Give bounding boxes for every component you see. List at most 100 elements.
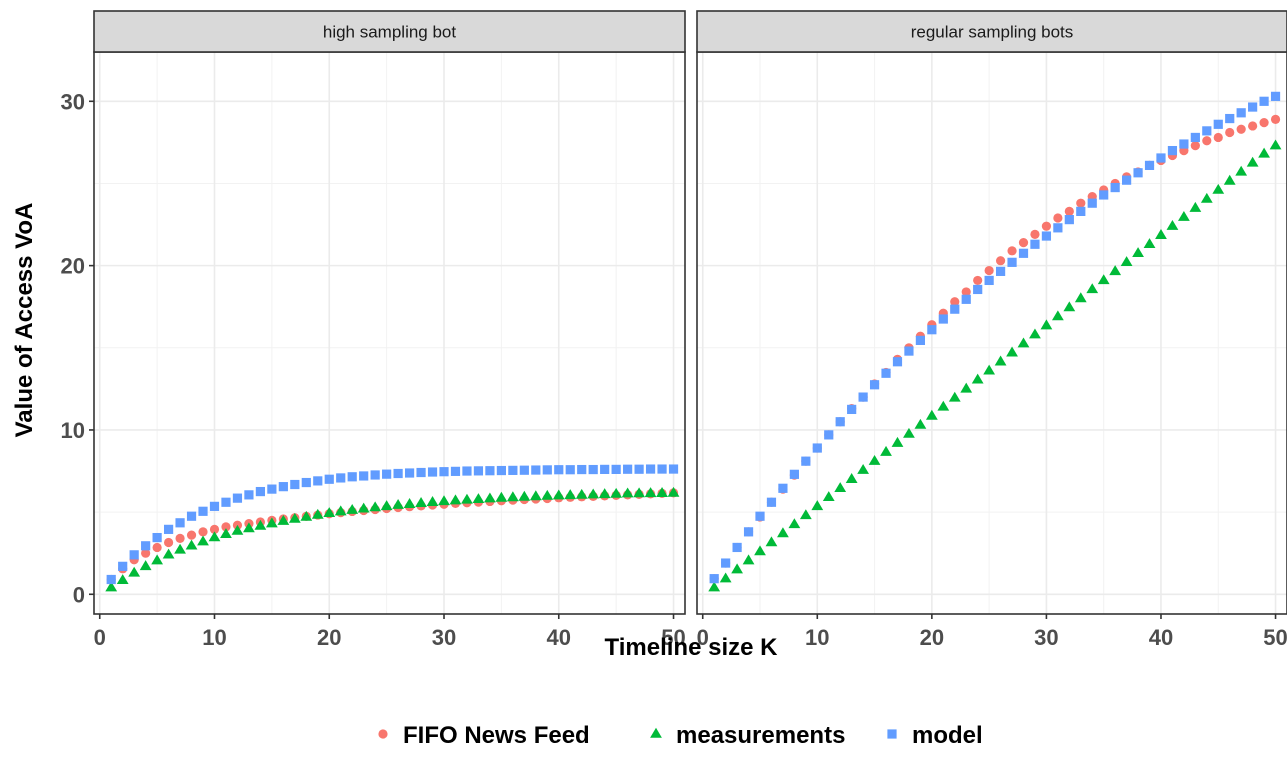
data-point bbox=[1223, 174, 1236, 185]
data-point bbox=[174, 543, 186, 554]
legend-key bbox=[887, 729, 897, 739]
data-point bbox=[755, 511, 765, 521]
data-point bbox=[1200, 192, 1213, 203]
data-point bbox=[633, 487, 645, 498]
data-point bbox=[139, 560, 152, 571]
data-point bbox=[529, 490, 542, 501]
data-point bbox=[185, 539, 198, 550]
data-point bbox=[209, 524, 220, 534]
data-point bbox=[1076, 198, 1086, 208]
data-point bbox=[1064, 206, 1074, 216]
data-point bbox=[323, 507, 336, 517]
data-point bbox=[708, 581, 721, 592]
data-point bbox=[1053, 223, 1063, 233]
x-tick-label: 30 bbox=[432, 625, 456, 650]
data-point bbox=[232, 493, 243, 503]
data-point bbox=[1246, 156, 1259, 167]
data-point bbox=[973, 284, 983, 295]
data-point bbox=[346, 503, 359, 514]
x-tick-label: 40 bbox=[1149, 625, 1173, 650]
data-point bbox=[766, 497, 777, 507]
data-point bbox=[278, 482, 288, 492]
data-point bbox=[439, 467, 449, 477]
data-point bbox=[1213, 119, 1223, 129]
data-point bbox=[1235, 165, 1248, 176]
data-point bbox=[777, 527, 789, 538]
data-point bbox=[336, 473, 346, 483]
data-point bbox=[301, 477, 311, 488]
data-point bbox=[508, 465, 518, 475]
data-point bbox=[789, 469, 799, 479]
data-point bbox=[960, 382, 973, 393]
data-point bbox=[644, 487, 657, 498]
legend-label: FIFO News Feed bbox=[403, 722, 590, 749]
data-point bbox=[255, 486, 265, 497]
data-point bbox=[254, 519, 267, 530]
data-point bbox=[496, 465, 506, 476]
data-point bbox=[552, 489, 565, 500]
data-point bbox=[518, 490, 531, 501]
data-point bbox=[891, 436, 904, 447]
data-point bbox=[1143, 238, 1156, 248]
data-point bbox=[709, 574, 719, 584]
data-point bbox=[152, 542, 162, 553]
data-point bbox=[495, 491, 508, 502]
data-point bbox=[392, 499, 404, 509]
legend-item-measurements: measurements bbox=[650, 722, 845, 749]
data-point bbox=[1041, 231, 1052, 241]
legend-label: measurements bbox=[676, 722, 845, 749]
data-point bbox=[984, 275, 994, 286]
data-point bbox=[564, 489, 577, 500]
data-point bbox=[1097, 274, 1110, 285]
data-point bbox=[742, 554, 755, 565]
data-point bbox=[106, 574, 116, 585]
data-point bbox=[472, 493, 485, 504]
legend-key bbox=[378, 729, 388, 739]
data-point bbox=[845, 473, 858, 483]
data-point bbox=[1212, 183, 1225, 194]
data-point bbox=[598, 488, 611, 499]
data-point bbox=[801, 456, 811, 466]
y-axis-title: Value of Access VoA bbox=[11, 203, 38, 438]
data-point bbox=[313, 476, 323, 486]
data-point bbox=[1120, 256, 1133, 267]
data-point bbox=[393, 468, 403, 479]
data-point bbox=[290, 479, 300, 490]
data-point bbox=[267, 484, 277, 494]
data-point bbox=[743, 527, 754, 537]
panel-1: regular sampling bots 0 10 20 30 40 50 bbox=[696, 10, 1287, 650]
x-tick-label: 20 bbox=[317, 625, 341, 650]
data-point bbox=[1110, 182, 1120, 193]
data-point bbox=[868, 454, 881, 465]
data-point bbox=[858, 392, 868, 402]
data-point bbox=[450, 466, 461, 476]
data-point bbox=[1270, 91, 1281, 101]
data-point bbox=[473, 466, 484, 476]
data-point bbox=[369, 501, 382, 512]
data-point bbox=[449, 494, 462, 505]
x-tick-label: 20 bbox=[920, 625, 944, 650]
x-tick-label: 10 bbox=[202, 625, 226, 650]
data-point bbox=[265, 517, 278, 528]
x-tick-label: 10 bbox=[805, 625, 829, 650]
y-tick-label: 30 bbox=[61, 89, 85, 114]
data-point bbox=[1029, 328, 1041, 339]
series-model bbox=[709, 91, 1281, 584]
data-point bbox=[984, 265, 994, 276]
data-point bbox=[634, 464, 644, 474]
data-point bbox=[1225, 127, 1235, 138]
data-point bbox=[1248, 102, 1258, 112]
data-point bbox=[961, 287, 971, 297]
data-point bbox=[1030, 239, 1040, 249]
data-point bbox=[506, 491, 519, 502]
data-point bbox=[765, 536, 778, 547]
data-point bbox=[656, 487, 668, 497]
data-point bbox=[973, 275, 983, 286]
data-point bbox=[950, 297, 960, 307]
series-measurements bbox=[105, 486, 680, 592]
data-point bbox=[1007, 257, 1017, 267]
data-point bbox=[1190, 132, 1200, 143]
data-point bbox=[1236, 124, 1246, 134]
data-point bbox=[657, 464, 667, 474]
data-point bbox=[645, 464, 656, 474]
